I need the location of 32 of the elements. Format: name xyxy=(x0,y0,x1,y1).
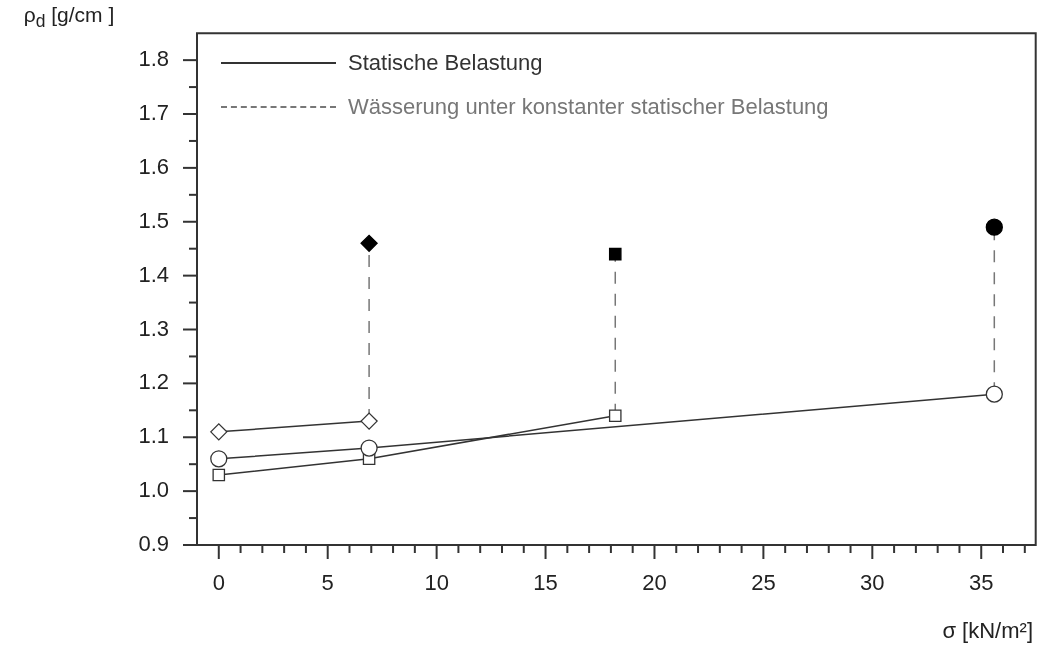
point xyxy=(212,468,226,482)
y-tick-label: 1.8 xyxy=(138,46,169,72)
point xyxy=(608,409,622,423)
y-tick-label: 1.4 xyxy=(138,261,169,287)
x-tick-label: 30 xyxy=(860,570,885,596)
point xyxy=(985,218,1003,236)
x-axis-title: σ [kN/m²] xyxy=(942,618,1033,644)
y-tick-label: 1.2 xyxy=(138,369,169,395)
x-tick-label: 35 xyxy=(969,570,994,596)
x-tick-label: 10 xyxy=(424,570,449,596)
y-tick-label: 1.1 xyxy=(138,423,169,449)
point xyxy=(210,423,228,441)
text: Statische Belastung xyxy=(348,50,543,77)
x-tick-label: 25 xyxy=(751,570,776,596)
point xyxy=(360,412,378,430)
y-axis-title: ρ$_{d}$ [g/cm ] xyxy=(22,2,116,34)
point xyxy=(360,234,378,252)
y-tick-label: 1.3 xyxy=(138,315,169,341)
x-tick-label: 0 xyxy=(212,570,225,596)
y-tick-label: 0.9 xyxy=(138,531,169,557)
x-tick-label: 20 xyxy=(642,570,667,596)
y-tick-label: 1.5 xyxy=(138,207,169,233)
x-tick-label: 5 xyxy=(321,570,334,596)
y-tick-label: 1.7 xyxy=(138,100,169,126)
point xyxy=(210,450,228,468)
text: Wässerung unter konstanter statischer Belastung xyxy=(348,94,829,121)
y-tick-label: 1.6 xyxy=(138,153,169,179)
y-tick-label: 1.0 xyxy=(138,477,169,503)
point xyxy=(608,247,622,261)
point xyxy=(360,439,378,457)
point xyxy=(985,385,1003,403)
x-tick-label: 15 xyxy=(533,570,558,596)
